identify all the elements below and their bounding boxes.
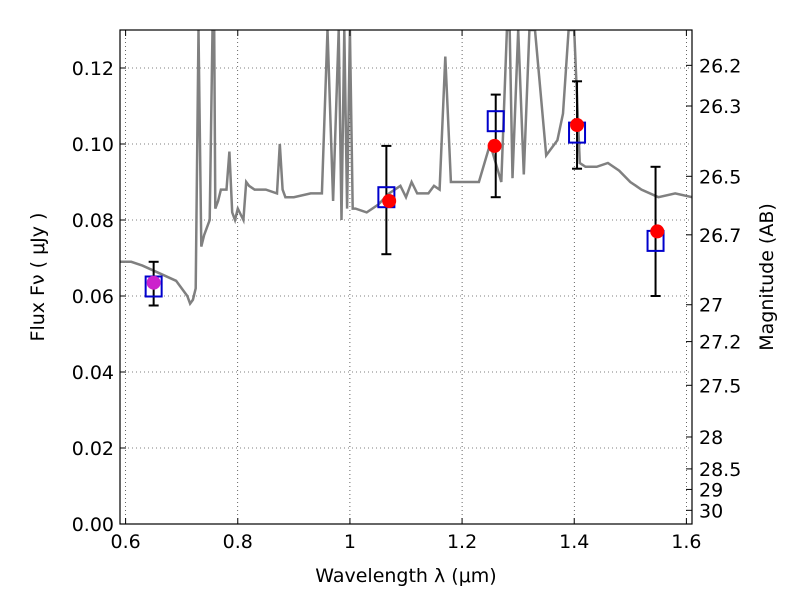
y-tick-label: 0.02 [72,438,114,460]
spectrum-line [120,30,692,307]
observed-point [486,110,505,133]
model-point [650,224,665,239]
y-tick-label: 0.06 [72,286,114,308]
y2-tick-label: 28.5 [699,459,741,481]
y2-tick-label: 26.2 [699,55,741,77]
y2-tick-label: 30 [699,500,723,522]
y-tick-label: 0.04 [72,362,114,384]
model-point [570,118,585,132]
y-tick-label: 0.08 [72,210,114,232]
y2-tick-label: 26.3 [699,96,741,118]
x-tick-label: 0.6 [110,531,140,553]
plot-frame [119,29,693,525]
y2-tick-label: 26.7 [699,225,741,247]
y2-tick-label: 27 [699,295,723,317]
model-points [146,118,665,290]
grid [120,30,692,525]
model-point [487,138,502,153]
x-tick-label: 1 [344,531,356,553]
x-tick-label: 1.6 [671,531,701,553]
y-tick-label: 0.00 [72,514,114,536]
y-axis: 0.00 0.02 0.04 0.06 0.08 0.10 0.12 [72,58,126,536]
model-point [382,194,397,208]
x-tick-label: 0.8 [223,531,253,553]
y2-tick-label: 28 [699,427,723,449]
plot-area [120,30,692,307]
x-tick-label: 1.4 [559,531,589,553]
y2-axis-label: Magnitude (AB) [756,203,778,351]
y-tick-label: 0.12 [72,58,114,80]
y2-tick-label: 27.2 [699,332,741,354]
y-axis-label: Flux Fν ( μJy ) [27,213,49,342]
x-axis-label: Wavelength λ (μm) [315,565,496,587]
y2-tick-label: 27.5 [699,375,741,397]
x-tick-label: 1.2 [447,531,477,553]
y2-tick-label: 26.5 [699,166,741,188]
model-point [146,275,161,290]
y2-tick-label: 29 [699,479,723,501]
y-tick-label: 0.10 [72,134,114,156]
observed-points [144,110,665,298]
x-axis: 0.6 0.8 1 1.2 1.4 1.6 [110,30,702,553]
